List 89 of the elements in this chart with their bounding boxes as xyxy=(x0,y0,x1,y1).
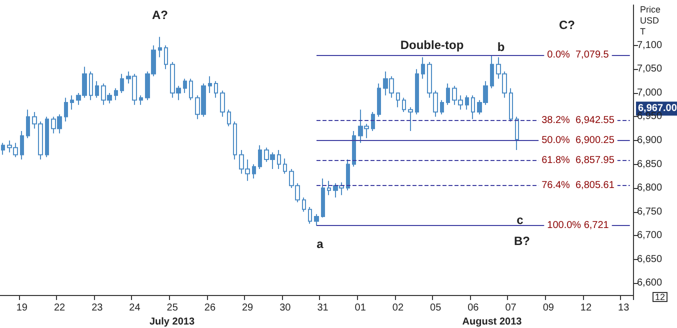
annotation: C? xyxy=(559,18,575,32)
y-tick-label: 6,800 xyxy=(637,182,662,194)
candlestick xyxy=(327,180,331,196)
candlestick xyxy=(20,130,24,160)
candlestick xyxy=(189,78,193,101)
candlestick xyxy=(314,214,319,226)
x-tick-label: 13 xyxy=(618,302,630,314)
candlestick xyxy=(302,197,306,212)
x-tick-label: 25 xyxy=(166,302,178,314)
x-tick-label: 01 xyxy=(354,302,366,314)
candlestick xyxy=(233,120,237,160)
candlestick xyxy=(164,44,168,70)
annotation: a xyxy=(316,237,324,251)
y-axis-title: Price USD T xyxy=(640,4,661,36)
y-tick-label: 7,050 xyxy=(637,64,662,75)
annotation: b xyxy=(497,40,505,54)
candlestick xyxy=(471,94,475,120)
candlestick xyxy=(515,116,519,150)
x-tick-label: 09 xyxy=(542,302,554,314)
y-tick-label: 7,000 xyxy=(637,87,662,98)
y-tick-label: 6,850 xyxy=(637,158,662,170)
ref-line-label: 38.2% 6,942.55 xyxy=(542,114,615,126)
y-tick-label: 7,100 xyxy=(637,40,662,51)
candlestick xyxy=(258,144,262,170)
candlestick xyxy=(1,142,5,156)
x-tick-label: 24 xyxy=(129,302,141,314)
candlestick xyxy=(446,82,450,106)
x-tick-label: 19 xyxy=(16,302,28,314)
x-tick-label: 29 xyxy=(242,302,254,314)
candlestick xyxy=(377,82,381,118)
text: August 2013 xyxy=(462,316,522,328)
candlestick xyxy=(321,178,325,218)
x-tick-label: 12 xyxy=(580,302,592,314)
candlestick xyxy=(45,116,49,158)
candlestick xyxy=(114,88,118,101)
candlestick xyxy=(408,106,413,132)
x-tick-label: 26 xyxy=(204,302,216,314)
candlestick xyxy=(371,111,375,132)
candlestick xyxy=(308,206,312,224)
candlestick xyxy=(227,109,231,127)
candlestick xyxy=(283,158,287,174)
candlestick xyxy=(95,80,99,98)
candlestick xyxy=(346,159,350,191)
text: 12 xyxy=(654,292,666,302)
x-tick-label: 07 xyxy=(505,302,517,314)
ref-line-label: 100.0% 6,721 xyxy=(547,220,610,232)
x-tick-label: 30 xyxy=(280,302,292,314)
annotation: c xyxy=(516,213,524,227)
candlestick xyxy=(70,94,74,110)
ref-line-label: 50.0% 6,900.25 xyxy=(542,134,615,146)
candlestick xyxy=(89,71,93,101)
text: July 2013 xyxy=(149,316,195,328)
ref-line-label: 61.8% 6,857.95 xyxy=(542,154,615,166)
candlestick xyxy=(158,36,162,58)
x-tick-label: 05 xyxy=(430,302,442,314)
candlestick xyxy=(214,80,218,98)
candlestick xyxy=(352,130,356,168)
x-tick-label: 22 xyxy=(54,302,66,314)
candlestick xyxy=(220,90,225,118)
y-tick-label: 6,900 xyxy=(637,134,662,146)
annotation: Double-top xyxy=(400,38,464,52)
y-tick-label: 6,750 xyxy=(637,206,662,218)
candlestick xyxy=(396,92,400,108)
annotation: A? xyxy=(152,8,168,22)
candlestick xyxy=(139,94,143,106)
annotation: B? xyxy=(514,234,530,248)
ref-line-label: 76.4% 6,805.61 xyxy=(542,180,615,191)
y-tick-label: 6,650 xyxy=(637,254,662,265)
candlestick xyxy=(252,164,256,180)
x-tick-label: 06 xyxy=(468,302,480,314)
candlestick xyxy=(509,88,513,122)
candlestick xyxy=(208,76,212,94)
candlestick xyxy=(490,54,494,89)
candlestick xyxy=(64,97,68,122)
candlestick xyxy=(465,94,469,110)
candlestick xyxy=(26,109,30,139)
x-tick-label: 23 xyxy=(92,302,104,314)
candlestick xyxy=(402,97,406,112)
y-tick-label: 6,700 xyxy=(637,230,662,242)
candlestick xyxy=(277,150,281,170)
candlestick xyxy=(415,68,419,115)
candlestick xyxy=(120,73,124,94)
candlestick xyxy=(421,56,425,80)
y-tick-label: 6,600 xyxy=(637,278,662,289)
candlestick xyxy=(183,78,187,94)
candlestick xyxy=(440,100,444,115)
x-tick-label: 31 xyxy=(317,302,329,314)
x-tick-label: 02 xyxy=(392,302,404,314)
ref-line-label: 0.0% 7,079.5 xyxy=(547,50,610,61)
